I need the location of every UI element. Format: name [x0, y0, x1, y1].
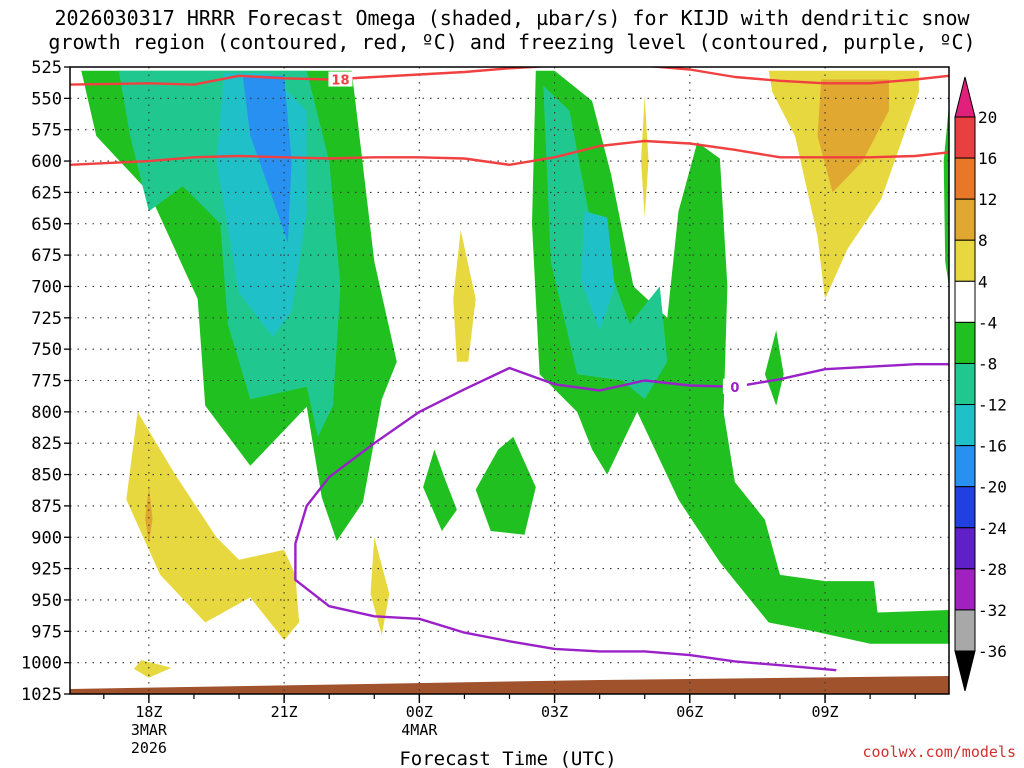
colorbar-bin — [954, 116, 976, 159]
colorbar-bottom-triangle — [954, 650, 976, 692]
y-tick-label: 775 — [31, 372, 62, 392]
chart-title-line-1: 2026030317 HRRR Forecast Omega (shaded, … — [54, 6, 970, 30]
chart-title-line-2: growth region (contoured, red, ºC) and f… — [48, 30, 976, 54]
colorbar: 20 16 12 8 4 -4 -8 -12 -16 -20 -24 -28 -32 -36 — [954, 76, 1007, 692]
contour-label: 18 — [331, 74, 349, 89]
colorbar-label: -36 — [978, 642, 1007, 661]
colorbar-bin — [954, 321, 976, 364]
x-tick-label: 21Z — [271, 703, 298, 721]
omega-region-10 — [943, 104, 949, 287]
x-date-label: 3MAR — [131, 721, 168, 739]
contour-label-bg — [722, 378, 747, 394]
contour-label-bg — [328, 71, 353, 87]
credit-label: coolwx.com/models — [862, 743, 1016, 761]
colorbar-top-triangle — [954, 76, 976, 118]
y-tick-label: 875 — [31, 497, 62, 517]
y-tick-label: 700 — [31, 277, 62, 297]
x-axis-label: Forecast Time (UTC) — [399, 748, 616, 768]
colorbar-bin — [954, 486, 976, 529]
colorbar-label: -20 — [978, 478, 1007, 497]
contour-line-1 — [70, 139, 949, 167]
colorbar-label: 8 — [978, 231, 988, 250]
omega-region-8 — [475, 436, 536, 535]
colorbar-bin — [954, 198, 976, 241]
x-tick-label: 18Z — [135, 703, 162, 721]
y-tick-label: 900 — [31, 528, 62, 548]
omega-region-15 — [126, 411, 300, 641]
omega-region-11 — [768, 70, 919, 299]
y-tick-label: 1000 — [21, 654, 62, 674]
colorbar-bin — [954, 527, 976, 570]
colorbar-label: -24 — [978, 519, 1007, 538]
terrain-layer — [70, 676, 949, 694]
y-tick-label: 825 — [31, 434, 62, 454]
colorbar-bin — [954, 157, 976, 200]
y-tick-label: 575 — [31, 121, 62, 141]
omega-region-16 — [145, 487, 153, 544]
omega-region-12 — [817, 79, 889, 193]
omega-region-14 — [453, 230, 476, 362]
colorbar-bin — [954, 404, 976, 447]
y-tick-label: 750 — [31, 340, 62, 360]
omega-region-9 — [764, 330, 784, 406]
x-tick-label: 03Z — [541, 703, 568, 721]
omega-shading-layer — [81, 70, 949, 678]
colorbar-label: -32 — [978, 601, 1007, 620]
colorbar-label: 16 — [978, 149, 997, 168]
y-axis: 525 550 575 600 625 650 675 700 725 750 775 800 825 8… — [21, 58, 70, 705]
omega-region-18 — [133, 660, 172, 678]
colorbar-label: -12 — [978, 396, 1007, 415]
colorbar-label: 4 — [978, 272, 988, 291]
colorbar-label: 20 — [978, 108, 997, 127]
colorbar-bin — [954, 362, 976, 406]
omega-region-17 — [370, 537, 390, 636]
colorbar-bin — [954, 609, 976, 652]
colorbar-label: -16 — [978, 437, 1007, 456]
y-tick-label: 1025 — [21, 685, 62, 705]
y-tick-label: 650 — [31, 215, 62, 235]
y-tick-label: 975 — [31, 622, 62, 642]
y-tick-label: 675 — [31, 246, 62, 266]
x-tick-label: 09Z — [811, 703, 838, 721]
colorbar-label: -28 — [978, 560, 1007, 579]
y-tick-label: 925 — [31, 560, 62, 580]
colorbar-label: 12 — [978, 190, 997, 209]
y-tick-label: 725 — [31, 309, 62, 329]
omega-region-13 — [641, 95, 649, 218]
x-tick-label: 00Z — [406, 703, 433, 721]
colorbar-bin — [954, 445, 976, 488]
x-year-label: 2026 — [131, 739, 167, 757]
colorbar-label: -4 — [978, 313, 997, 332]
y-tick-label: 625 — [31, 183, 62, 203]
omega-region-5 — [543, 85, 668, 400]
contour-line-0 — [70, 67, 949, 86]
x-tick-label: 06Z — [676, 703, 703, 721]
colorbar-label: -8 — [978, 354, 997, 373]
colorbar-bin — [954, 280, 976, 323]
contour-label: 0 — [730, 381, 739, 396]
y-tick-label: 950 — [31, 591, 62, 611]
terrain-ground — [70, 676, 949, 694]
colorbar-bin — [954, 239, 976, 282]
y-tick-label: 525 — [31, 58, 62, 78]
y-tick-label: 800 — [31, 403, 62, 423]
omega-region-3 — [242, 75, 292, 243]
y-tick-label: 550 — [31, 89, 62, 109]
contour-layer: 18 0 — [70, 67, 949, 672]
chart-title: 2026030317 HRRR Forecast Omega (shaded, … — [0, 6, 1024, 54]
omega-region-6 — [580, 211, 615, 331]
colorbar-bin — [954, 568, 976, 611]
y-tick-label: 600 — [31, 152, 62, 172]
x-date-label: 4MAR — [401, 721, 438, 739]
omega-region-7 — [423, 449, 457, 531]
y-tick-label: 850 — [31, 466, 62, 486]
